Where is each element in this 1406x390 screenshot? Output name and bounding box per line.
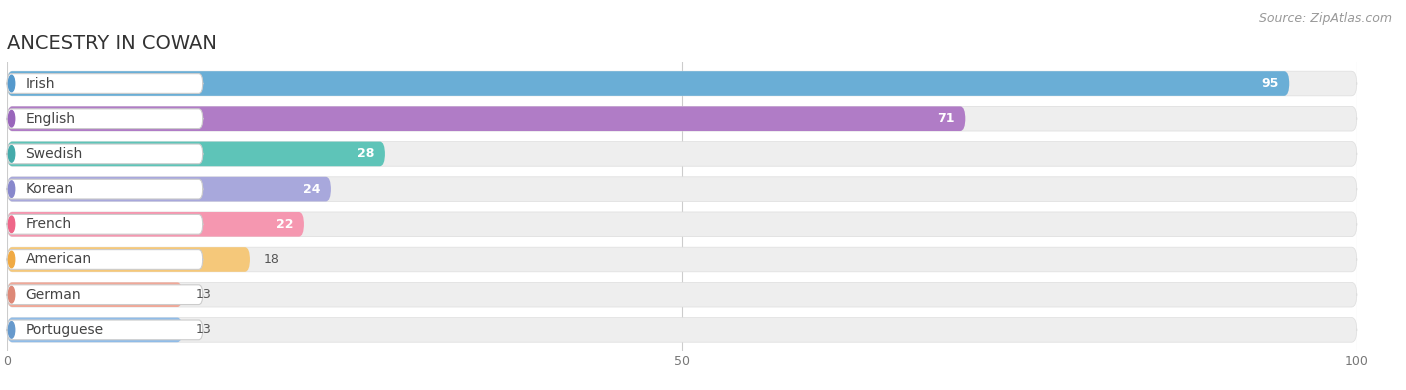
Text: ANCESTRY IN COWAN: ANCESTRY IN COWAN <box>7 34 217 53</box>
Text: Swedish: Swedish <box>25 147 83 161</box>
Text: Source: ZipAtlas.com: Source: ZipAtlas.com <box>1258 12 1392 25</box>
FancyBboxPatch shape <box>7 71 1357 96</box>
Text: German: German <box>25 288 82 302</box>
Circle shape <box>8 251 14 268</box>
FancyBboxPatch shape <box>7 106 1357 131</box>
Text: Irish: Irish <box>25 76 55 90</box>
Circle shape <box>8 75 14 92</box>
Text: English: English <box>25 112 76 126</box>
FancyBboxPatch shape <box>7 320 202 340</box>
Circle shape <box>8 181 14 197</box>
Circle shape <box>8 145 14 162</box>
Text: 18: 18 <box>263 253 280 266</box>
Text: 24: 24 <box>302 183 321 196</box>
FancyBboxPatch shape <box>7 317 183 342</box>
Text: 13: 13 <box>195 288 212 301</box>
Circle shape <box>8 286 14 303</box>
Text: 95: 95 <box>1261 77 1278 90</box>
FancyBboxPatch shape <box>7 142 385 166</box>
FancyBboxPatch shape <box>7 142 1357 166</box>
FancyBboxPatch shape <box>7 177 330 201</box>
FancyBboxPatch shape <box>7 282 1357 307</box>
FancyBboxPatch shape <box>7 109 202 129</box>
FancyBboxPatch shape <box>7 215 202 234</box>
FancyBboxPatch shape <box>7 247 1357 272</box>
FancyBboxPatch shape <box>7 144 202 164</box>
Circle shape <box>8 110 14 127</box>
FancyBboxPatch shape <box>7 106 966 131</box>
Text: 71: 71 <box>936 112 955 125</box>
FancyBboxPatch shape <box>7 71 1289 96</box>
FancyBboxPatch shape <box>7 250 202 269</box>
FancyBboxPatch shape <box>7 317 1357 342</box>
FancyBboxPatch shape <box>7 212 304 237</box>
Text: Portuguese: Portuguese <box>25 323 104 337</box>
Circle shape <box>8 322 14 338</box>
Text: 22: 22 <box>276 218 294 231</box>
FancyBboxPatch shape <box>7 212 1357 237</box>
Text: Korean: Korean <box>25 182 73 196</box>
FancyBboxPatch shape <box>7 285 202 305</box>
FancyBboxPatch shape <box>7 179 202 199</box>
Text: French: French <box>25 217 72 231</box>
FancyBboxPatch shape <box>7 282 183 307</box>
Text: 28: 28 <box>357 147 374 160</box>
Circle shape <box>8 216 14 232</box>
Text: 13: 13 <box>195 323 212 337</box>
FancyBboxPatch shape <box>7 74 202 93</box>
FancyBboxPatch shape <box>7 247 250 272</box>
Text: American: American <box>25 252 91 266</box>
FancyBboxPatch shape <box>7 177 1357 201</box>
